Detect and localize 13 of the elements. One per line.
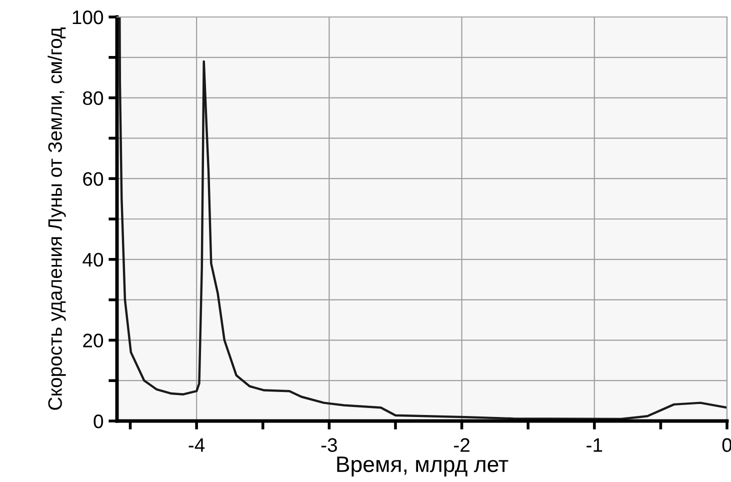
- x-tick-label: -1: [586, 438, 602, 452]
- y-tick-label: 40: [82, 252, 104, 267]
- y-axis-title: Скорость удаления Луны от Земли, см/год: [48, 28, 66, 410]
- y-tick-label: 100: [72, 10, 104, 24]
- y-tick-label: 20: [83, 334, 104, 348]
- y-tick-label: 0: [94, 414, 104, 428]
- x-tick-label: -4: [188, 438, 205, 452]
- x-axis-title: Время, млрд лет: [337, 456, 508, 477]
- x-tick-label: -2: [454, 438, 470, 452]
- x-tick-label: -3: [321, 438, 337, 452]
- y-tick-label: 60: [83, 172, 104, 186]
- y-tick-label: 80: [83, 91, 104, 106]
- line-series: [118, 17, 727, 420]
